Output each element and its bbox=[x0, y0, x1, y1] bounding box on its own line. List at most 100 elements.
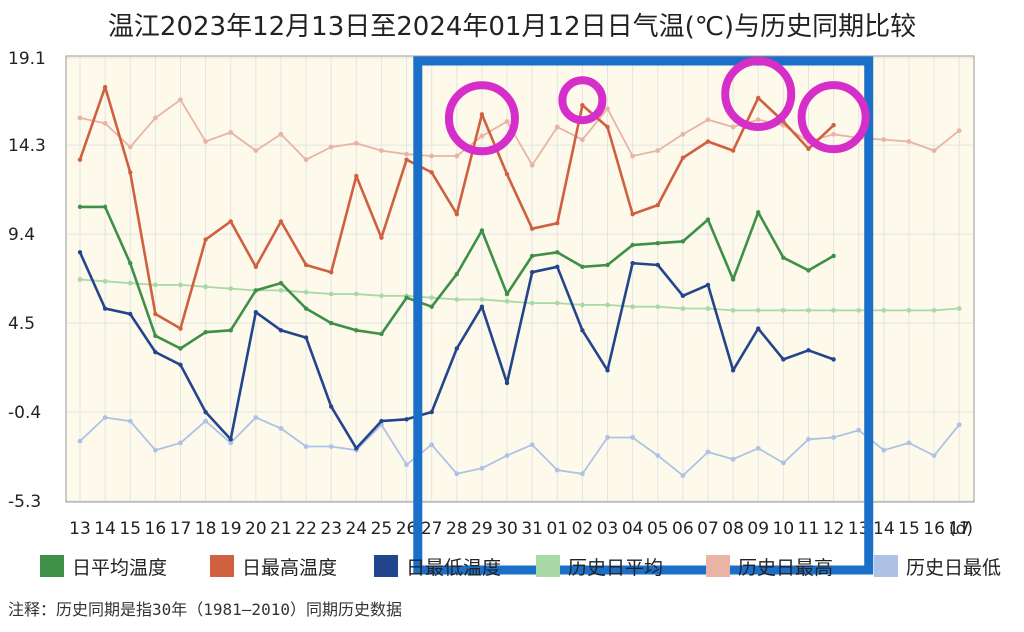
legend-label: 日最高温度 bbox=[242, 557, 337, 579]
data-point bbox=[705, 217, 711, 222]
legend-swatch bbox=[210, 555, 234, 577]
data-point bbox=[429, 153, 435, 159]
data-point bbox=[203, 237, 208, 242]
data-point bbox=[605, 124, 610, 130]
data-point bbox=[77, 438, 83, 444]
data-point bbox=[781, 255, 786, 260]
data-point bbox=[680, 473, 686, 478]
data-point bbox=[454, 471, 460, 477]
data-point bbox=[881, 307, 887, 313]
y-tick-label: 19.1 bbox=[8, 49, 46, 69]
legend-swatch bbox=[706, 555, 730, 577]
plot-border bbox=[65, 55, 975, 503]
x-tick-label: 10 bbox=[773, 519, 795, 539]
data-point bbox=[705, 282, 711, 288]
legend-label: 历史日最低 bbox=[906, 557, 1001, 579]
data-point bbox=[806, 348, 811, 353]
legend-swatch bbox=[374, 555, 398, 577]
data-point bbox=[253, 148, 259, 153]
data-point bbox=[429, 442, 435, 448]
data-point bbox=[178, 440, 183, 446]
data-point bbox=[77, 115, 83, 121]
data-point bbox=[730, 277, 736, 282]
x-tick-label: 22 bbox=[295, 519, 317, 539]
data-point bbox=[956, 306, 962, 311]
y-axis-ticks: 19.1 14.3 9.4 4.5 -0.4 -5.3 bbox=[8, 49, 46, 512]
data-point bbox=[102, 306, 108, 311]
data-point bbox=[806, 268, 811, 273]
data-point bbox=[77, 157, 83, 162]
x-tick-label: 18 bbox=[195, 519, 217, 539]
data-point bbox=[203, 329, 208, 335]
x-tick-label: 24 bbox=[345, 519, 367, 539]
data-point bbox=[906, 307, 912, 313]
data-point bbox=[956, 128, 962, 134]
data-point bbox=[605, 435, 610, 440]
highlight-circle bbox=[797, 81, 870, 154]
x-tick-label: 16 bbox=[923, 519, 945, 539]
data-point bbox=[730, 124, 736, 130]
data-point bbox=[153, 349, 158, 355]
y-tick-label: -5.3 bbox=[8, 492, 41, 512]
x-tick-label: 16 bbox=[145, 519, 167, 539]
data-point bbox=[580, 302, 585, 308]
data-point bbox=[555, 250, 560, 255]
data-point bbox=[831, 307, 836, 313]
x-tick-label: 25 bbox=[371, 519, 393, 539]
legend-swatch bbox=[874, 555, 898, 577]
data-point bbox=[730, 368, 736, 373]
data-point bbox=[906, 139, 912, 144]
data-point bbox=[705, 449, 711, 455]
data-point bbox=[178, 97, 183, 103]
x-tick-label: 31 bbox=[521, 519, 543, 539]
data-point bbox=[479, 297, 485, 302]
data-point bbox=[705, 139, 711, 144]
data-point bbox=[956, 422, 962, 428]
y-tick-label: -0.4 bbox=[8, 403, 41, 423]
data-point bbox=[479, 112, 485, 117]
data-point bbox=[429, 304, 434, 309]
x-tick-label: 27 bbox=[421, 519, 443, 539]
data-point bbox=[655, 453, 661, 459]
data-point bbox=[655, 262, 660, 268]
data-point bbox=[354, 328, 359, 333]
data-point bbox=[303, 157, 309, 163]
x-tick-label: 02 bbox=[572, 519, 594, 539]
data-point bbox=[680, 306, 686, 311]
data-point bbox=[630, 260, 635, 266]
data-point bbox=[328, 144, 334, 150]
data-point bbox=[303, 306, 309, 311]
data-point bbox=[479, 228, 485, 233]
x-tick-label: 28 bbox=[446, 519, 468, 539]
data-point bbox=[630, 153, 636, 159]
data-point bbox=[429, 295, 435, 301]
data-point bbox=[580, 137, 585, 143]
data-point bbox=[529, 226, 535, 231]
data-point bbox=[454, 346, 459, 351]
data-point bbox=[605, 302, 610, 308]
data-point bbox=[278, 328, 284, 333]
data-point bbox=[831, 131, 836, 137]
data-point bbox=[630, 242, 635, 248]
data-point bbox=[152, 282, 158, 288]
data-point bbox=[630, 211, 635, 217]
data-point bbox=[780, 307, 786, 313]
legend-label: 历史日平均 bbox=[568, 557, 663, 579]
data-point bbox=[554, 300, 560, 306]
x-tick-label: 13 bbox=[69, 519, 91, 539]
chart-title: 温江2023年12月13日至2024年01月12日日气温(℃)与历史同期比较 bbox=[107, 12, 917, 42]
x-axis-unit: (d) bbox=[949, 519, 973, 539]
data-point bbox=[755, 445, 761, 451]
series-line-3 bbox=[79, 278, 960, 312]
data-point bbox=[379, 293, 384, 299]
data-point bbox=[278, 280, 284, 286]
footnote: 注释：历史同期是指30年（1981—2010）同期历史数据 bbox=[8, 600, 402, 619]
data-point bbox=[856, 427, 862, 433]
data-point bbox=[555, 264, 560, 269]
data-point bbox=[529, 300, 535, 306]
data-point bbox=[705, 117, 711, 123]
x-tick-label: 03 bbox=[597, 519, 619, 539]
data-point bbox=[479, 465, 485, 471]
data-point bbox=[228, 286, 234, 291]
